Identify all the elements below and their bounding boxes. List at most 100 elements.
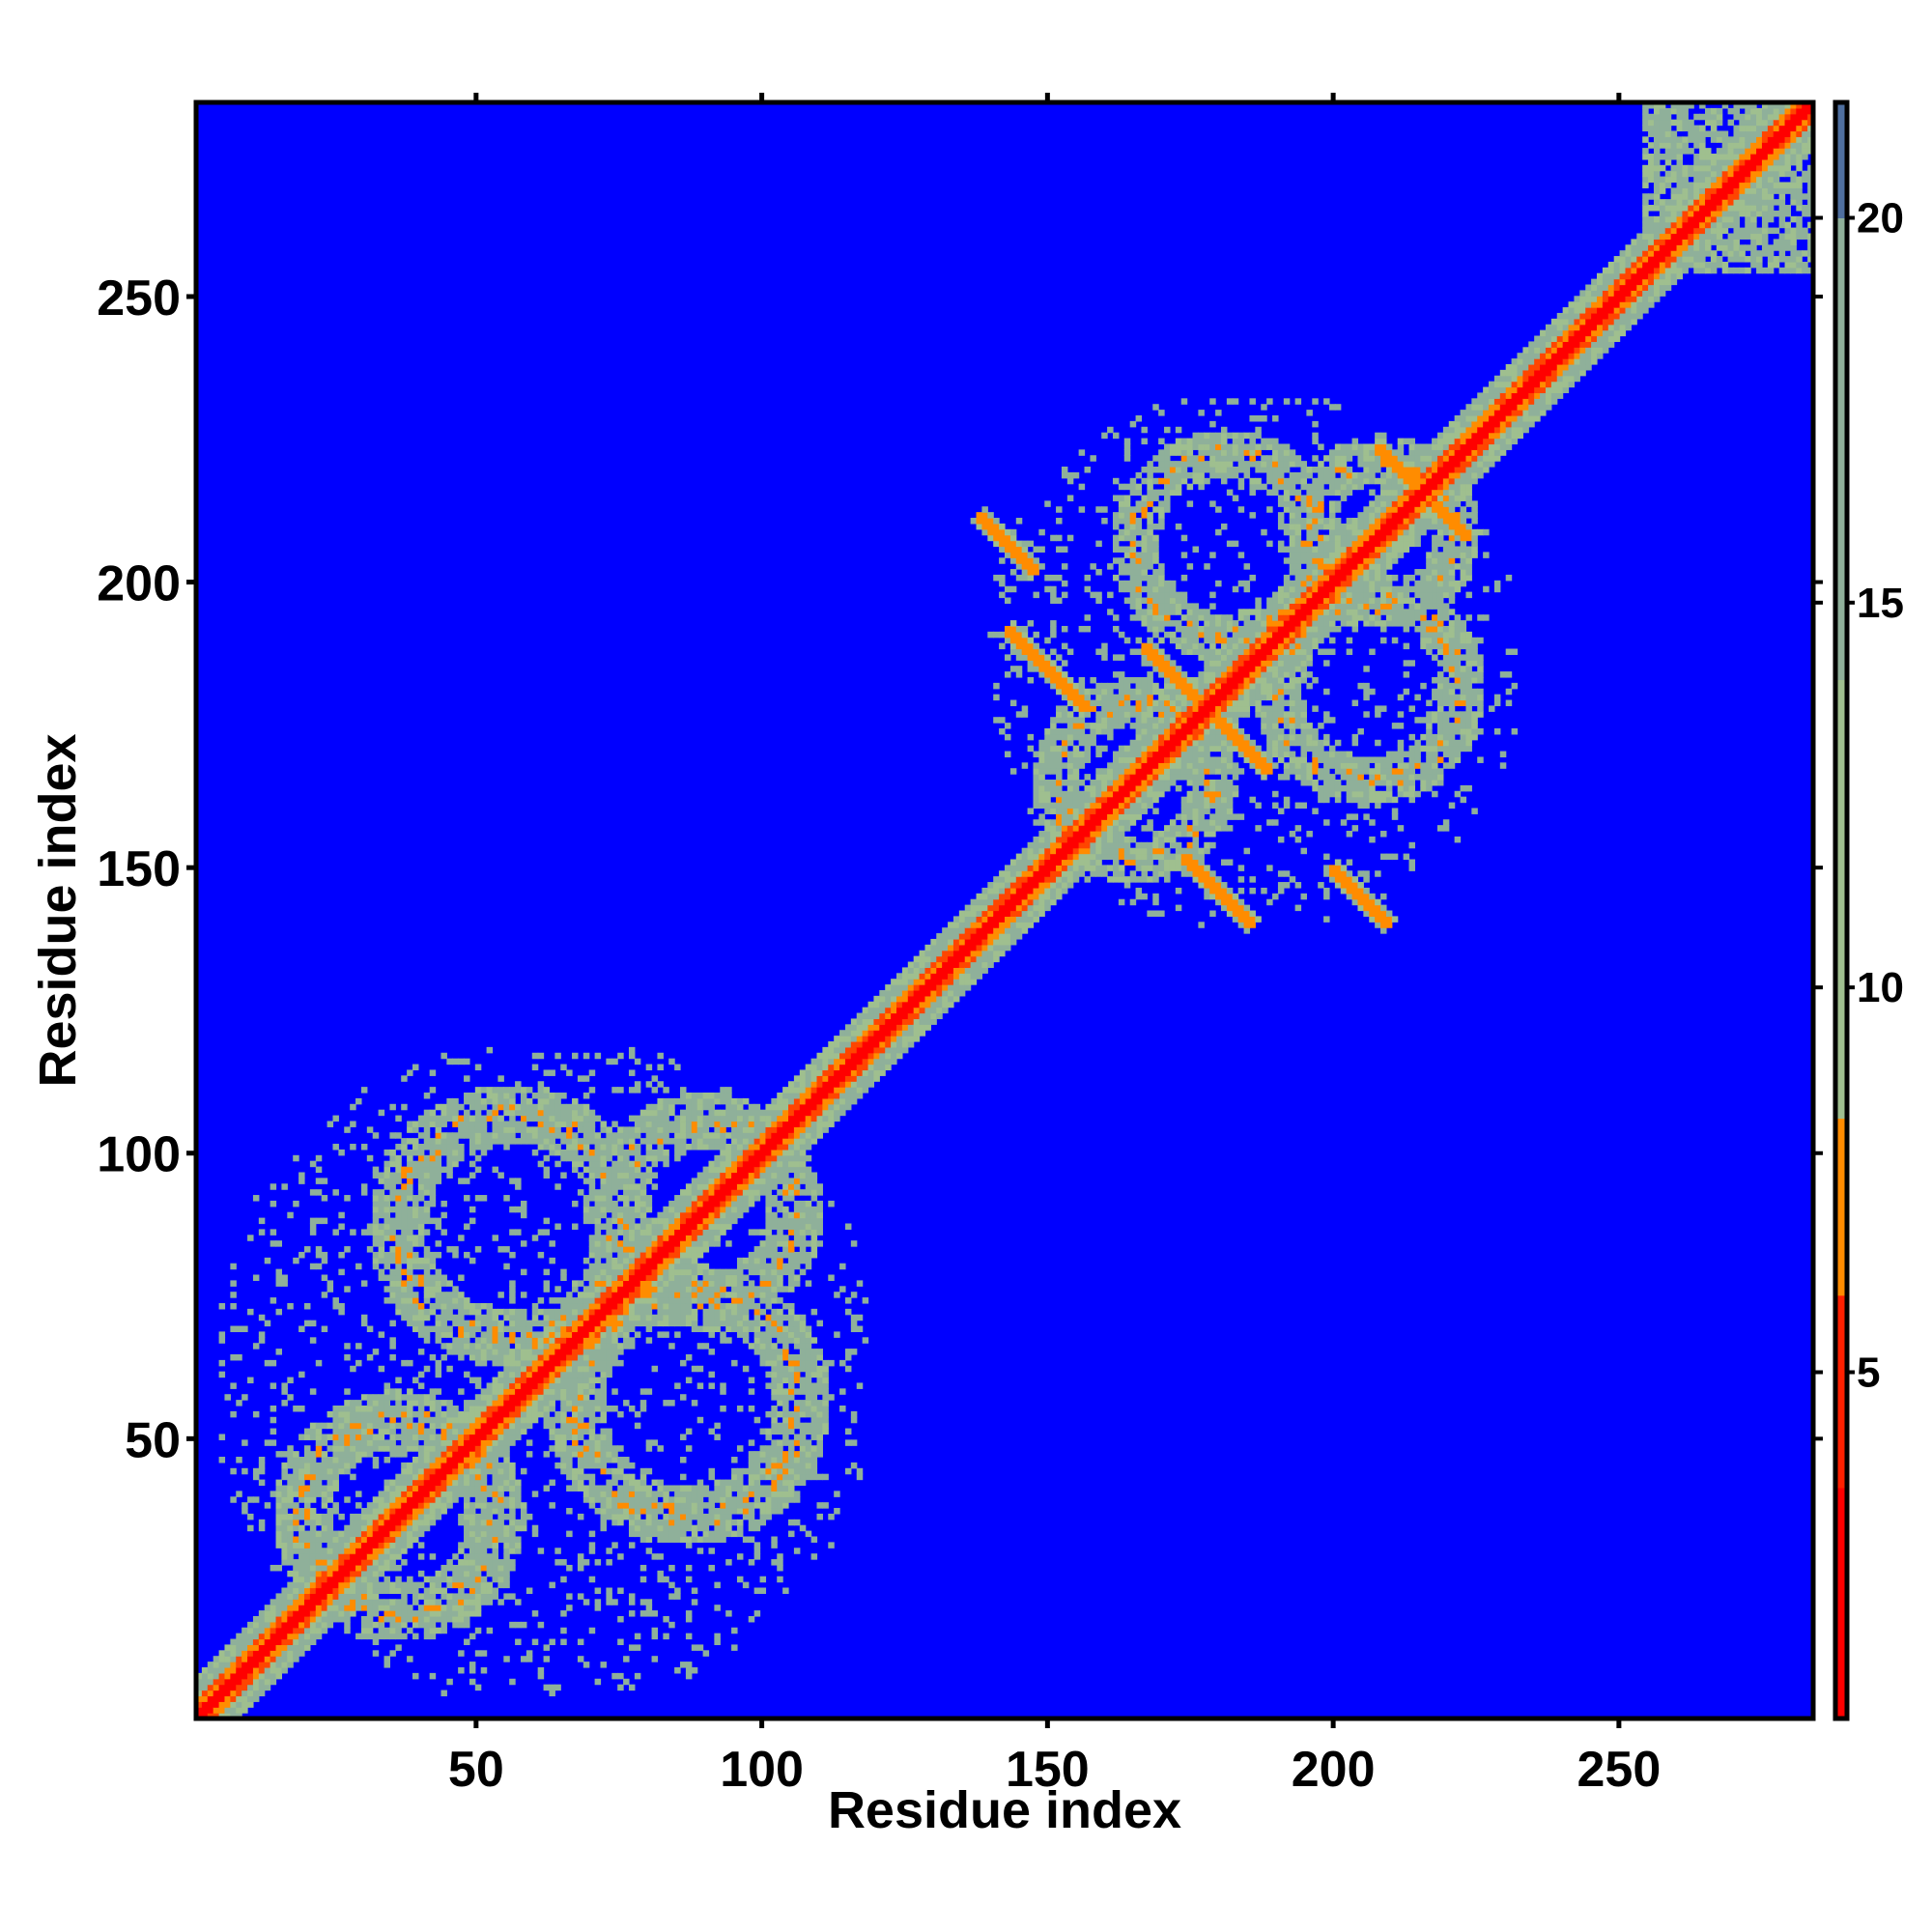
heatmap-cell [588,1422,596,1430]
heatmap-cell [384,1428,390,1435]
heatmap-cell [600,1394,607,1401]
heatmap-cell [793,1439,801,1446]
heatmap-cell [395,1605,402,1611]
heatmap-cell [617,1229,624,1236]
heatmap-cell [372,1211,380,1219]
heatmap-cell [572,1320,579,1327]
heatmap-cell [515,1491,522,1497]
heatmap-cell [298,1172,305,1179]
heatmap-cell [242,1325,248,1333]
heatmap-cell [492,1479,498,1487]
heatmap-cell [252,1410,260,1418]
heatmap-cell [281,1666,288,1674]
heatmap-cell [350,1559,356,1566]
heatmap-cell [389,1553,396,1560]
heatmap-cell [327,1524,334,1532]
heatmap-cell [702,1126,710,1133]
heatmap-cell [469,1422,476,1430]
heatmap-cell [503,1479,510,1487]
heatmap-cell [537,1337,545,1344]
heatmap-cell [520,1314,527,1321]
heatmap-cell [566,1121,573,1127]
heatmap-cell [702,1280,710,1287]
heatmap-cell [663,1268,669,1276]
heatmap-cell [777,1109,783,1117]
heatmap-cell [389,1149,396,1156]
heatmap-cell [617,1297,624,1304]
heatmap-cell [782,1302,789,1310]
heatmap-cell [315,1530,323,1538]
heatmap-cell [691,1115,698,1122]
heatmap-cell [663,1400,669,1406]
heatmap-cell [372,1400,380,1406]
heatmap-cell [429,1513,437,1520]
heatmap-cell [401,1542,408,1548]
heatmap-cell [458,1467,465,1475]
heatmap-cell [634,1115,641,1122]
heatmap-cell [617,1292,624,1298]
heatmap-cell [554,1684,561,1691]
heatmap-cell [771,1508,778,1515]
heatmap-cell [464,1320,470,1327]
heatmap-cell [691,1513,698,1520]
heatmap-cell [594,1400,602,1406]
heatmap-cell [702,1121,710,1127]
heatmap-cell [668,1496,675,1503]
heatmap-cell [736,1172,744,1179]
heatmap-cell [429,1633,437,1640]
heatmap-cell [742,1178,750,1184]
heatmap-cell [782,1160,789,1168]
heatmap-cell [537,1672,545,1680]
heatmap-cell [327,1593,334,1600]
heatmap-cell [736,1445,744,1452]
heatmap-cell [446,1422,453,1430]
heatmap-cell [350,1103,356,1111]
heatmap-cell [464,1553,470,1560]
heatmap-cell [782,1343,789,1350]
heatmap-cell [458,1605,465,1611]
heatmap-cell [452,1496,459,1503]
heatmap-cell [771,1542,778,1548]
heatmap-cell [440,1320,447,1327]
heatmap-cell [560,1154,567,1162]
heatmap-cell [600,1160,607,1168]
heatmap-cell [395,1400,402,1406]
heatmap-cell [395,1274,402,1281]
heatmap-cell [469,1257,476,1264]
heatmap-cell [691,1246,698,1253]
heatmap-cell [611,1286,618,1293]
heatmap-cell [537,1144,545,1151]
heatmap-cell [287,1627,294,1634]
heatmap-cell [708,1467,715,1475]
heatmap-cell [674,1302,681,1310]
heatmap-cell [440,1587,447,1594]
heatmap-cell [230,1638,237,1646]
heatmap-cell [554,1349,561,1355]
heatmap-cell [464,1093,470,1099]
heatmap-cell [606,1502,612,1509]
heatmap-cell [782,1149,789,1156]
heatmap-cell [554,1052,561,1060]
heatmap-cell [708,1097,715,1105]
heatmap-cell [435,1410,442,1418]
heatmap-cell [230,1644,237,1651]
heatmap-cell [696,1297,704,1304]
heatmap-cell [492,1337,498,1344]
heatmap-cell [401,1633,408,1640]
heatmap-cell [452,1337,459,1344]
heatmap-cell [793,1467,801,1475]
heatmap-cell [452,1467,459,1475]
heatmap-cell [492,1462,498,1469]
heatmap-cell [350,1576,356,1583]
heatmap-cell [702,1229,710,1236]
heatmap-cell [492,1422,498,1430]
heatmap-cell [600,1353,607,1361]
heatmap-cell [748,1280,755,1287]
heatmap-cell [395,1576,402,1583]
heatmap-cell [486,1508,494,1515]
heatmap-cell [594,1246,602,1253]
heatmap-cell [446,1160,453,1168]
heatmap-cell [582,1178,590,1184]
heatmap-cell [696,1223,704,1230]
heatmap-cell [303,1644,311,1651]
